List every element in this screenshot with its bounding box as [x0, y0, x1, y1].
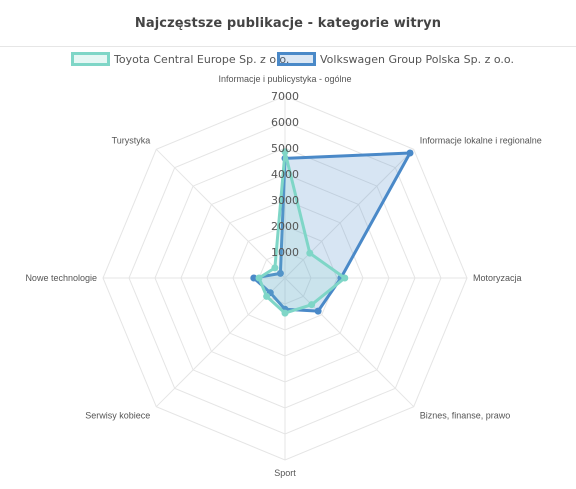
axis-label: Motoryzacja — [473, 273, 522, 283]
axis-label: Informacje i publicystyka - ogólne — [218, 74, 351, 84]
axis-label: Informacje lokalne i regionalne — [420, 135, 542, 145]
tick-label: 7000 — [271, 90, 299, 103]
axis-label: Turystyka — [112, 135, 151, 145]
axis-label: Biznes, finanse, prawo — [420, 411, 511, 421]
grid-spoke — [155, 277, 286, 408]
axis-label: Sport — [274, 468, 296, 478]
axis-label: Serwisy kobiece — [85, 411, 150, 421]
tick-label: 5000 — [271, 142, 299, 155]
chart-header: Najczęstsze publikacje - kategorie witry… — [0, 0, 576, 47]
data-point[interactable] — [308, 301, 316, 309]
axis-label: Nowe technologie — [25, 273, 97, 283]
data-point[interactable] — [281, 148, 289, 156]
tick-label: 4000 — [271, 168, 299, 181]
data-point[interactable] — [255, 274, 263, 282]
data-point[interactable] — [276, 269, 284, 277]
data-point[interactable] — [306, 249, 314, 257]
tick-label: 3000 — [271, 194, 299, 207]
data-point[interactable] — [341, 274, 349, 282]
tick-label: 1000 — [271, 246, 299, 259]
grid-spoke — [155, 148, 286, 279]
data-point[interactable] — [271, 264, 279, 272]
legend-swatch[interactable] — [71, 52, 110, 66]
data-point[interactable] — [281, 309, 289, 317]
legend-swatch[interactable] — [277, 52, 316, 66]
tick-label: 6000 — [271, 116, 299, 129]
tick-label: 2000 — [271, 220, 299, 233]
grid-spoke — [284, 148, 415, 279]
data-point[interactable] — [314, 307, 322, 315]
data-point[interactable] — [263, 292, 271, 300]
chart-title: Najczęstsze publikacje - kategorie witry… — [134, 15, 442, 31]
grid-spoke — [284, 277, 415, 408]
legend-label[interactable]: Toyota Central Europe Sp. z o.o. — [113, 53, 289, 66]
legend-label[interactable]: Volkswagen Group Polska Sp. z o.o. — [320, 53, 514, 66]
data-point[interactable] — [406, 149, 414, 157]
